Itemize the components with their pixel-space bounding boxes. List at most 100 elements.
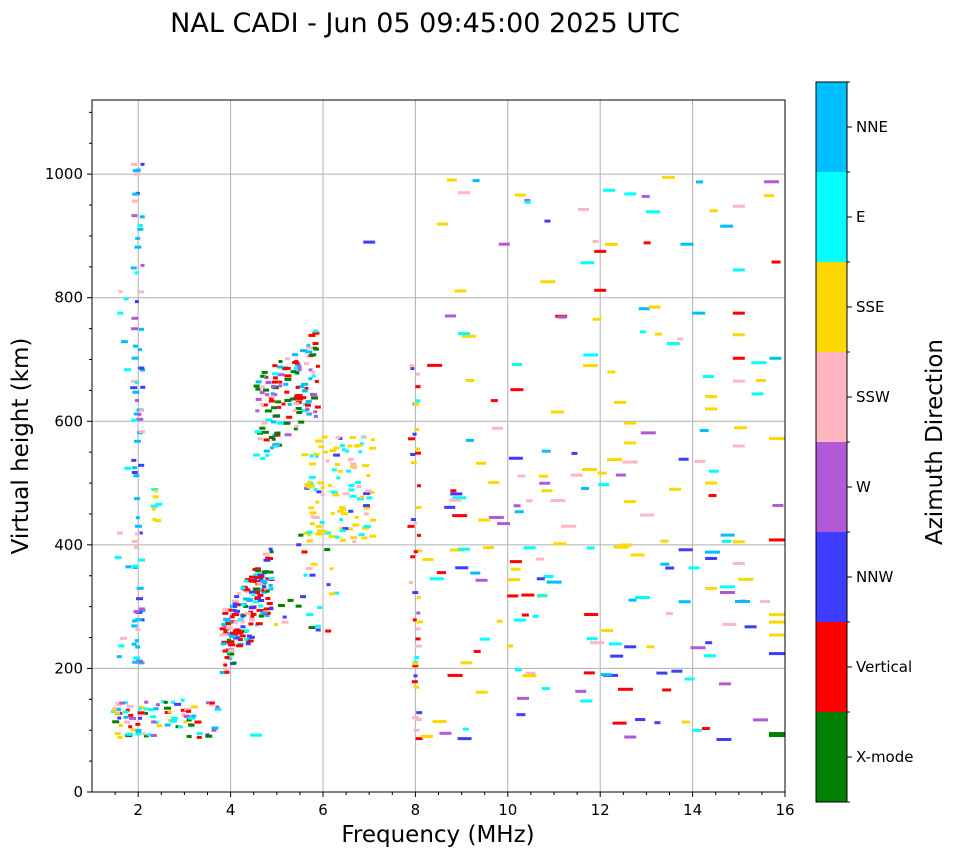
- data-point: [708, 469, 719, 473]
- data-point: [769, 437, 785, 441]
- data-point: [228, 608, 233, 612]
- data-point: [290, 370, 297, 374]
- data-point: [317, 481, 325, 485]
- data-point: [237, 638, 243, 642]
- data-point: [270, 446, 275, 450]
- data-point: [140, 162, 145, 166]
- data-point: [221, 640, 229, 644]
- data-point: [539, 481, 551, 485]
- data-point: [349, 435, 356, 439]
- data-point: [181, 713, 189, 717]
- data-point: [732, 540, 745, 544]
- data-point: [457, 547, 470, 551]
- data-point: [264, 577, 270, 581]
- data-point: [137, 227, 144, 231]
- data-point: [508, 456, 523, 460]
- data-point: [244, 611, 251, 615]
- data-point: [751, 392, 764, 396]
- data-point: [308, 377, 313, 381]
- data-point: [347, 444, 353, 448]
- data-point: [222, 649, 228, 653]
- data-point: [339, 443, 345, 447]
- data-point: [476, 461, 487, 465]
- data-point: [232, 608, 237, 612]
- data-point: [307, 533, 312, 537]
- data-point: [273, 444, 279, 448]
- data-point: [416, 372, 421, 376]
- x-tick-label: 6: [318, 801, 328, 819]
- data-point: [513, 618, 526, 622]
- data-point: [308, 368, 313, 372]
- data-point: [334, 463, 340, 467]
- data-point: [769, 538, 785, 542]
- data-point: [271, 384, 277, 388]
- data-point: [225, 626, 233, 630]
- data-point: [640, 431, 656, 435]
- data-point: [308, 462, 316, 466]
- data-point: [363, 506, 371, 510]
- data-point: [512, 363, 523, 367]
- data-point: [315, 439, 323, 443]
- data-point: [366, 473, 371, 477]
- y-tick-label: 400: [54, 536, 83, 554]
- data-point: [488, 515, 504, 519]
- data-point: [224, 670, 230, 674]
- data-point: [541, 686, 550, 690]
- data-point: [678, 600, 691, 604]
- data-point: [163, 700, 168, 704]
- data-point: [561, 524, 577, 528]
- data-point: [703, 654, 716, 658]
- data-point: [255, 387, 261, 391]
- data-point: [315, 524, 322, 528]
- data-point: [153, 707, 159, 711]
- data-point: [256, 581, 263, 585]
- data-point: [131, 418, 138, 422]
- data-point: [154, 519, 162, 523]
- data-point: [272, 372, 280, 376]
- data-point: [357, 497, 365, 501]
- data-point: [415, 737, 423, 741]
- data-point: [297, 368, 302, 372]
- data-point: [222, 631, 228, 635]
- data-point: [258, 598, 265, 602]
- data-point: [491, 426, 503, 430]
- data-point: [330, 490, 338, 494]
- data-point: [293, 395, 301, 399]
- data-point: [450, 548, 465, 552]
- plot-frame: [91, 99, 786, 793]
- data-point: [265, 556, 271, 560]
- data-point: [215, 705, 220, 709]
- data-point: [275, 400, 282, 404]
- data-point: [769, 356, 782, 360]
- data-point: [610, 654, 624, 658]
- data-point: [315, 628, 321, 632]
- data-point: [268, 547, 273, 551]
- data-point: [335, 535, 340, 539]
- data-point: [270, 392, 275, 396]
- data-point: [308, 333, 316, 337]
- data-point: [586, 637, 598, 641]
- data-point: [152, 507, 157, 511]
- data-point: [137, 558, 145, 562]
- data-point: [138, 661, 145, 665]
- colorbar-segment: [816, 712, 847, 802]
- data-point: [183, 715, 191, 719]
- data-point: [329, 449, 337, 453]
- data-point: [125, 708, 130, 712]
- data-point: [416, 611, 421, 615]
- data-point: [301, 382, 309, 386]
- data-point: [336, 476, 341, 480]
- data-point: [313, 414, 318, 418]
- data-point: [222, 611, 229, 615]
- data-point: [281, 402, 286, 406]
- data-point: [720, 533, 735, 537]
- data-point: [125, 565, 132, 569]
- data-point: [294, 359, 299, 363]
- data-point: [239, 634, 246, 638]
- data-point: [660, 539, 669, 543]
- data-point: [769, 613, 785, 617]
- data-point: [135, 627, 141, 631]
- data-point: [414, 717, 422, 721]
- data-point: [314, 454, 319, 458]
- data-point: [694, 459, 706, 463]
